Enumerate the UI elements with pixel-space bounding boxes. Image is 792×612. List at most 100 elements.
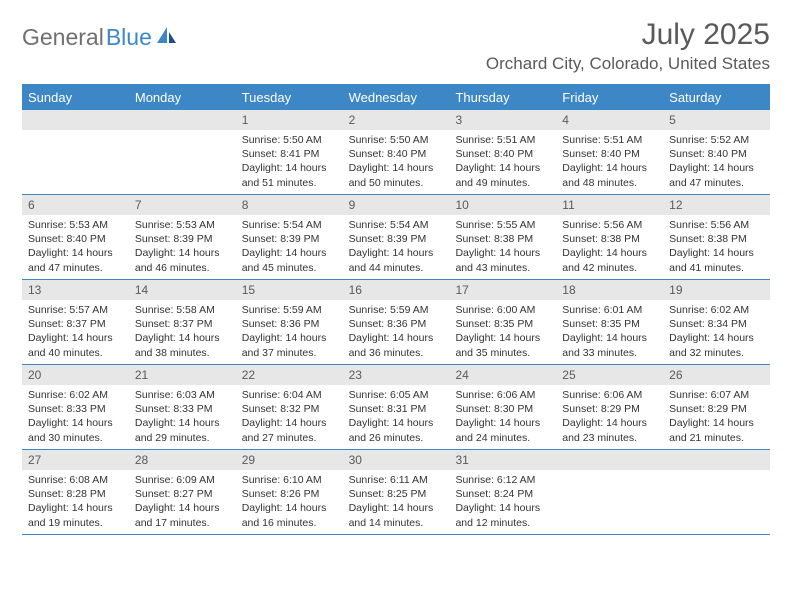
daylight-line: Daylight: 14 hours and 40 minutes.: [28, 331, 123, 359]
calendar-cell: 13Sunrise: 5:57 AMSunset: 8:37 PMDayligh…: [22, 280, 129, 364]
calendar-cell: 18Sunrise: 6:01 AMSunset: 8:35 PMDayligh…: [556, 280, 663, 364]
sunrise-line: Sunrise: 6:06 AM: [455, 388, 550, 402]
day-content: Sunrise: 5:55 AMSunset: 8:38 PMDaylight:…: [449, 215, 556, 279]
daylight-line: Daylight: 14 hours and 49 minutes.: [455, 161, 550, 189]
logo-text-1: General: [22, 24, 104, 51]
day-number: 25: [556, 365, 663, 385]
daylight-line: Daylight: 14 hours and 36 minutes.: [349, 331, 444, 359]
day-content: Sunrise: 5:53 AMSunset: 8:39 PMDaylight:…: [129, 215, 236, 279]
day-number: [663, 450, 770, 470]
weekday-header-row: SundayMondayTuesdayWednesdayThursdayFrid…: [22, 86, 770, 110]
day-content: Sunrise: 5:50 AMSunset: 8:41 PMDaylight:…: [236, 130, 343, 194]
day-content: Sunrise: 5:51 AMSunset: 8:40 PMDaylight:…: [556, 130, 663, 194]
day-content: Sunrise: 5:57 AMSunset: 8:37 PMDaylight:…: [22, 300, 129, 364]
sunset-line: Sunset: 8:38 PM: [562, 232, 657, 246]
day-content: Sunrise: 6:11 AMSunset: 8:25 PMDaylight:…: [343, 470, 450, 534]
day-content: Sunrise: 5:58 AMSunset: 8:37 PMDaylight:…: [129, 300, 236, 364]
day-content: Sunrise: 6:02 AMSunset: 8:33 PMDaylight:…: [22, 385, 129, 449]
daylight-line: Daylight: 14 hours and 30 minutes.: [28, 416, 123, 444]
calendar-cell: 3Sunrise: 5:51 AMSunset: 8:40 PMDaylight…: [449, 110, 556, 194]
sunset-line: Sunset: 8:39 PM: [135, 232, 230, 246]
daylight-line: Daylight: 14 hours and 32 minutes.: [669, 331, 764, 359]
weekday-header: Sunday: [22, 86, 129, 110]
title-block: July 2025 Orchard City, Colorado, United…: [486, 18, 770, 74]
day-number: 12: [663, 195, 770, 215]
sunrise-line: Sunrise: 6:01 AM: [562, 303, 657, 317]
day-number: 21: [129, 365, 236, 385]
daylight-line: Daylight: 14 hours and 48 minutes.: [562, 161, 657, 189]
daylight-line: Daylight: 14 hours and 50 minutes.: [349, 161, 444, 189]
sunset-line: Sunset: 8:36 PM: [349, 317, 444, 331]
calendar-cell: 28Sunrise: 6:09 AMSunset: 8:27 PMDayligh…: [129, 450, 236, 534]
sunrise-line: Sunrise: 6:07 AM: [669, 388, 764, 402]
day-number: 7: [129, 195, 236, 215]
week-row: 6Sunrise: 5:53 AMSunset: 8:40 PMDaylight…: [22, 195, 770, 280]
sunrise-line: Sunrise: 5:53 AM: [28, 218, 123, 232]
day-number: 1: [236, 110, 343, 130]
day-number: 8: [236, 195, 343, 215]
day-number: 11: [556, 195, 663, 215]
sunrise-line: Sunrise: 5:59 AM: [349, 303, 444, 317]
sunset-line: Sunset: 8:25 PM: [349, 487, 444, 501]
calendar-cell: 17Sunrise: 6:00 AMSunset: 8:35 PMDayligh…: [449, 280, 556, 364]
week-row: 13Sunrise: 5:57 AMSunset: 8:37 PMDayligh…: [22, 280, 770, 365]
daylight-line: Daylight: 14 hours and 43 minutes.: [455, 246, 550, 274]
sunset-line: Sunset: 8:31 PM: [349, 402, 444, 416]
day-content: Sunrise: 6:08 AMSunset: 8:28 PMDaylight:…: [22, 470, 129, 534]
day-content: Sunrise: 6:00 AMSunset: 8:35 PMDaylight:…: [449, 300, 556, 364]
sunset-line: Sunset: 8:29 PM: [562, 402, 657, 416]
sunrise-line: Sunrise: 5:55 AM: [455, 218, 550, 232]
daylight-line: Daylight: 14 hours and 44 minutes.: [349, 246, 444, 274]
daylight-line: Daylight: 14 hours and 26 minutes.: [349, 416, 444, 444]
calendar-cell: 14Sunrise: 5:58 AMSunset: 8:37 PMDayligh…: [129, 280, 236, 364]
calendar-cell: [556, 450, 663, 534]
day-number: 4: [556, 110, 663, 130]
sunset-line: Sunset: 8:33 PM: [28, 402, 123, 416]
sunrise-line: Sunrise: 6:08 AM: [28, 473, 123, 487]
calendar-cell: 7Sunrise: 5:53 AMSunset: 8:39 PMDaylight…: [129, 195, 236, 279]
day-number: 17: [449, 280, 556, 300]
day-number: 30: [343, 450, 450, 470]
sunrise-line: Sunrise: 6:12 AM: [455, 473, 550, 487]
day-number: 27: [22, 450, 129, 470]
sunset-line: Sunset: 8:41 PM: [242, 147, 337, 161]
sunrise-line: Sunrise: 6:09 AM: [135, 473, 230, 487]
day-content: Sunrise: 5:54 AMSunset: 8:39 PMDaylight:…: [236, 215, 343, 279]
sunset-line: Sunset: 8:40 PM: [349, 147, 444, 161]
day-number: 10: [449, 195, 556, 215]
sunrise-line: Sunrise: 5:54 AM: [349, 218, 444, 232]
sunrise-line: Sunrise: 6:05 AM: [349, 388, 444, 402]
day-content: Sunrise: 6:07 AMSunset: 8:29 PMDaylight:…: [663, 385, 770, 449]
sunrise-line: Sunrise: 5:56 AM: [562, 218, 657, 232]
calendar-cell: 23Sunrise: 6:05 AMSunset: 8:31 PMDayligh…: [343, 365, 450, 449]
sunrise-line: Sunrise: 5:50 AM: [242, 133, 337, 147]
sunset-line: Sunset: 8:37 PM: [135, 317, 230, 331]
sunset-line: Sunset: 8:27 PM: [135, 487, 230, 501]
day-content: Sunrise: 6:02 AMSunset: 8:34 PMDaylight:…: [663, 300, 770, 364]
daylight-line: Daylight: 14 hours and 51 minutes.: [242, 161, 337, 189]
sunset-line: Sunset: 8:36 PM: [242, 317, 337, 331]
daylight-line: Daylight: 14 hours and 14 minutes.: [349, 501, 444, 529]
calendar-cell: 24Sunrise: 6:06 AMSunset: 8:30 PMDayligh…: [449, 365, 556, 449]
sunset-line: Sunset: 8:38 PM: [455, 232, 550, 246]
day-content: [663, 470, 770, 477]
calendar-cell: 19Sunrise: 6:02 AMSunset: 8:34 PMDayligh…: [663, 280, 770, 364]
daylight-line: Daylight: 14 hours and 41 minutes.: [669, 246, 764, 274]
sunset-line: Sunset: 8:39 PM: [242, 232, 337, 246]
day-number: 20: [22, 365, 129, 385]
sail-icon: [156, 25, 178, 50]
calendar-cell: 11Sunrise: 5:56 AMSunset: 8:38 PMDayligh…: [556, 195, 663, 279]
sunrise-line: Sunrise: 6:11 AM: [349, 473, 444, 487]
sunset-line: Sunset: 8:40 PM: [669, 147, 764, 161]
day-content: Sunrise: 6:12 AMSunset: 8:24 PMDaylight:…: [449, 470, 556, 534]
calendar-cell: 2Sunrise: 5:50 AMSunset: 8:40 PMDaylight…: [343, 110, 450, 194]
day-content: Sunrise: 5:59 AMSunset: 8:36 PMDaylight:…: [236, 300, 343, 364]
sunset-line: Sunset: 8:34 PM: [669, 317, 764, 331]
calendar-cell: 12Sunrise: 5:56 AMSunset: 8:38 PMDayligh…: [663, 195, 770, 279]
day-number: [129, 110, 236, 130]
sunset-line: Sunset: 8:40 PM: [28, 232, 123, 246]
day-number: 3: [449, 110, 556, 130]
sunset-line: Sunset: 8:35 PM: [562, 317, 657, 331]
sunrise-line: Sunrise: 6:02 AM: [28, 388, 123, 402]
sunrise-line: Sunrise: 5:58 AM: [135, 303, 230, 317]
